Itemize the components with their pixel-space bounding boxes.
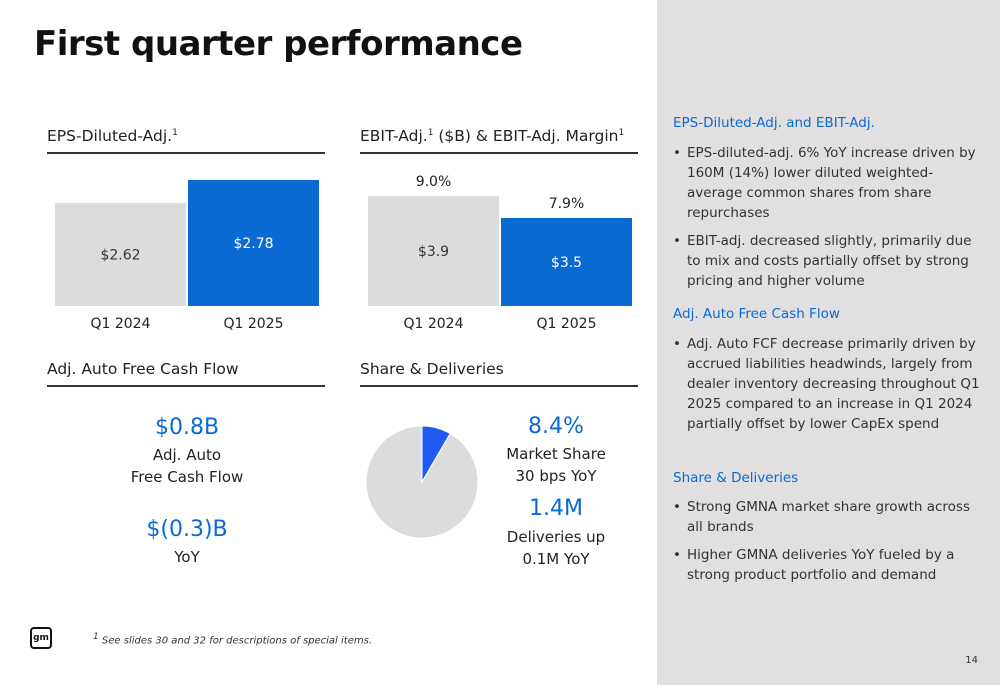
- eps-data-label: $2.62: [100, 247, 140, 263]
- commentary-sidebar: EPS-Diluted-Adj. and EBIT-Adj. EPS-dilut…: [657, 0, 1000, 685]
- sidebar-bullet: EPS-diluted-adj. 6% YoY increase driven …: [673, 143, 983, 223]
- eps-tick-label: Q1 2025: [223, 316, 283, 332]
- ebit-chart: $3.9 Q1 2024 9.0% $3.5 Q1 2025 7.9%: [368, 174, 632, 332]
- eps-bar: [55, 202, 186, 306]
- footnote: 1 See slides 30 and 32 for descriptions …: [93, 632, 372, 646]
- fcf-yoy-label: YoY: [174, 548, 200, 566]
- eps-chart: $2.62 Q1 2024 $2.78 Q1 2025: [55, 180, 319, 332]
- sidebar-list-share: Strong GMNA market share growth across a…: [673, 497, 983, 593]
- eps-heading-text: EPS-Diluted-Adj.: [47, 127, 173, 145]
- ebit-tick-label: Q1 2024: [403, 316, 463, 332]
- ebit-bar: [368, 196, 499, 306]
- footnote-text: See slides 30 and 32 for descriptions of…: [101, 635, 372, 647]
- ebit-heading: EBIT-Adj.1 ($B) & EBIT-Adj. Margin1: [360, 127, 624, 145]
- sidebar-list-eps-ebit: EPS-diluted-adj. 6% YoY increase driven …: [673, 143, 983, 299]
- market-share-label: Market Share 30 bps YoY: [506, 445, 606, 485]
- ebit-data-label: $3.5: [551, 255, 582, 271]
- sidebar-heading-eps-ebit: EPS-Diluted-Adj. and EBIT-Adj.: [673, 115, 875, 131]
- deliveries-value: 1.4M: [529, 496, 583, 521]
- eps-tick-label: Q1 2024: [90, 316, 150, 332]
- ebit-heading-sup2: 1: [618, 127, 625, 138]
- share-rule: [360, 385, 638, 387]
- market-share-value: 8.4%: [528, 414, 584, 439]
- fcf-heading: Adj. Auto Free Cash Flow: [47, 360, 239, 378]
- share-heading: Share & Deliveries: [360, 360, 504, 378]
- footnote-sup: 1: [93, 632, 99, 642]
- sidebar-heading-share: Share & Deliveries: [673, 470, 799, 486]
- fcf-rule: [47, 385, 325, 387]
- page-number: 14: [965, 655, 978, 666]
- ebit-data-label: $3.9: [418, 244, 449, 260]
- gm-logo: gm: [30, 627, 52, 649]
- fcf-label: Adj. Auto Free Cash Flow: [130, 446, 244, 486]
- ebit-heading-b: ($B) & EBIT-Adj. Margin: [433, 127, 619, 145]
- fcf-yoy-value: $(0.3)B: [146, 517, 228, 542]
- eps-heading-sup: 1: [172, 127, 178, 138]
- sidebar-bullet: Strong GMNA market share growth across a…: [673, 497, 983, 537]
- ebit-rule: [360, 152, 638, 154]
- ebit-margin-label: 9.0%: [416, 174, 452, 190]
- eps-heading: EPS-Diluted-Adj.1: [47, 127, 178, 145]
- eps-bar: [188, 180, 319, 306]
- sidebar-list-fcf: Adj. Auto FCF decrease primarily driven …: [673, 334, 983, 442]
- pie-slice: [365, 425, 479, 539]
- eps-rule: [47, 152, 325, 154]
- ebit-heading-a: EBIT-Adj.: [360, 127, 428, 145]
- page-title: First quarter performance: [34, 24, 523, 64]
- eps-data-label: $2.78: [233, 236, 273, 252]
- ebit-margin-label: 7.9%: [549, 196, 585, 212]
- ebit-bar: [501, 218, 632, 306]
- deliveries-label: Deliveries up 0.1M YoY: [506, 528, 606, 568]
- sidebar-bullet: Adj. Auto FCF decrease primarily driven …: [673, 334, 983, 434]
- share-pie-chart: [365, 425, 479, 539]
- sidebar-bullet: Higher GMNA deliveries YoY fueled by a s…: [673, 545, 983, 585]
- fcf-value: $0.8B: [154, 415, 220, 440]
- sidebar-heading-fcf: Adj. Auto Free Cash Flow: [673, 306, 840, 322]
- ebit-tick-label: Q1 2025: [536, 316, 596, 332]
- ebit-heading-sup1: 1: [427, 127, 434, 138]
- sidebar-bullet: EBIT-adj. decreased slightly, primarily …: [673, 231, 983, 291]
